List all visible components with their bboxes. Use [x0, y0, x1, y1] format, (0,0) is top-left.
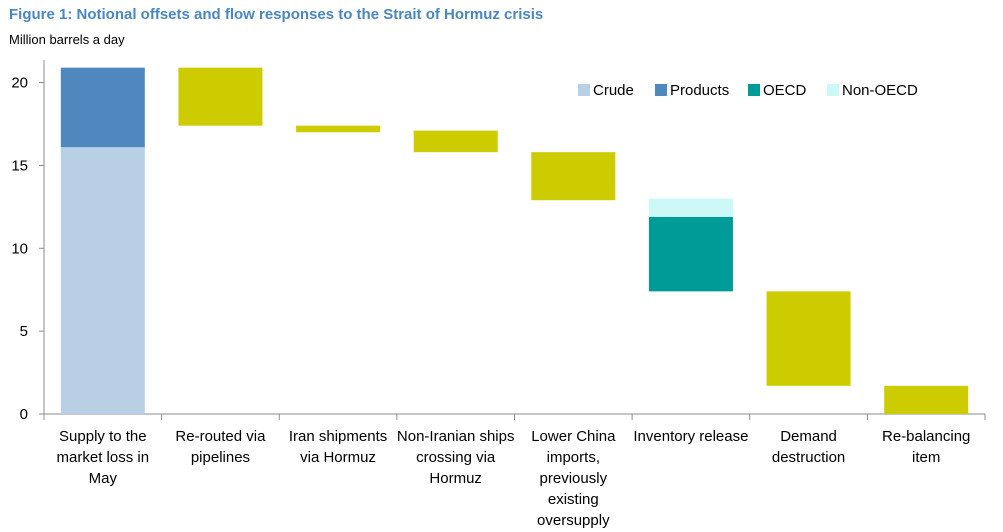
legend-swatch-crude	[578, 84, 590, 96]
category-label: Inventory release	[633, 428, 748, 445]
y-tick-label: 10	[11, 240, 28, 257]
bar-segment-oecd	[648, 216, 733, 292]
bar-segment-offset	[884, 385, 969, 414]
bar-segment-offset	[178, 67, 263, 126]
bar-segment-offset	[766, 291, 851, 386]
y-tick-label: 0	[20, 406, 28, 423]
y-tick-label: 20	[11, 75, 28, 92]
chart-title: Figure 1: Notional offsets and flow resp…	[9, 6, 544, 23]
bar-segment-offset	[296, 125, 381, 133]
y-tick-label: 15	[11, 157, 28, 174]
category-label: Non-Iranian ships crossing via Hormuz	[397, 428, 515, 487]
bar-segment-products	[60, 67, 145, 148]
legend-label: Non-OECD	[842, 82, 918, 99]
chart-subtitle: Million barrels a day	[9, 32, 125, 47]
category-label: Lower China imports, previously existing ove…	[531, 428, 616, 529]
legend-label: Crude	[593, 82, 634, 99]
category-label: Iran shipments via Hormuz	[289, 428, 387, 466]
bar-segment-non-oecd	[648, 198, 733, 217]
category-label: Supply to the market loss in May	[57, 428, 150, 487]
legend-label: OECD	[763, 82, 807, 99]
category-label: Demand destruction	[772, 428, 845, 466]
legend-label: Products	[670, 82, 729, 99]
y-tick-label: 5	[20, 323, 28, 340]
legend-swatch-products	[655, 84, 667, 96]
bar-segment-offset	[413, 130, 498, 153]
bar-segment-offset	[531, 152, 616, 201]
legend-swatch-oecd	[748, 84, 760, 96]
category-label: Re-routed via pipelines	[175, 428, 266, 466]
bar-segment-crude	[60, 147, 145, 414]
category-label: Re-balancing item	[882, 428, 970, 466]
legend-swatch-non-oecd	[827, 84, 839, 96]
